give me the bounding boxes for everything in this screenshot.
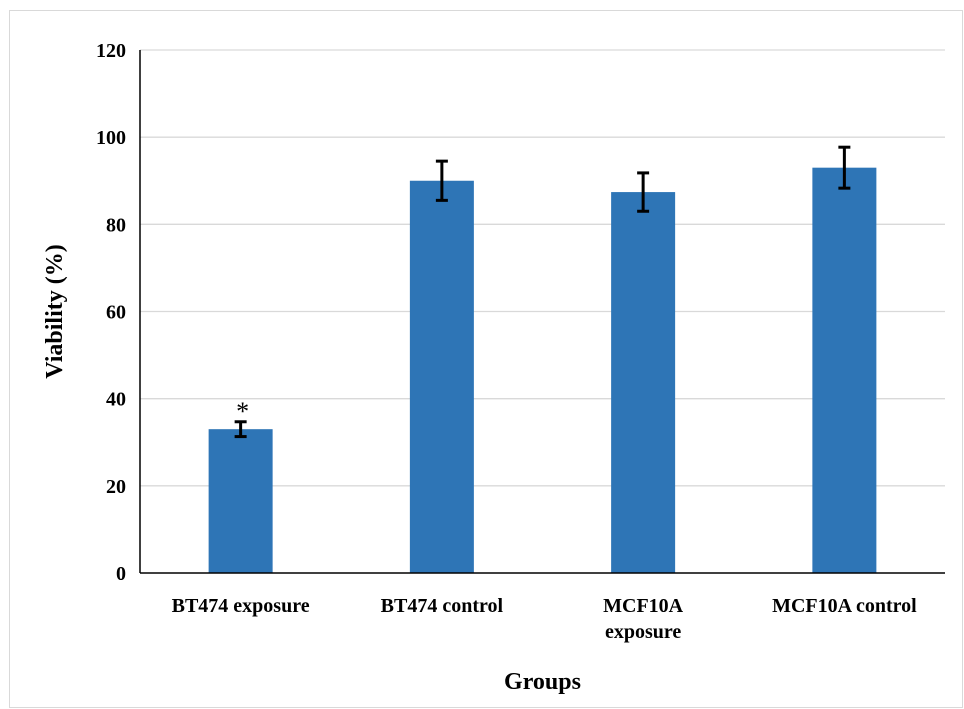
x-category-label: MCF10A control bbox=[772, 595, 917, 617]
x-category-labels: BT474 exposure BT474 control MCF10A exposur… bbox=[172, 595, 917, 643]
annotations: * bbox=[236, 397, 249, 426]
y-tick-labels: 0 20 40 60 80 100 120 bbox=[96, 40, 126, 585]
bar bbox=[409, 180, 474, 573]
y-tick-label: 40 bbox=[106, 389, 126, 411]
y-tick-label: 120 bbox=[96, 40, 126, 62]
x-category-label-line: BT474 exposure bbox=[172, 595, 310, 617]
y-tick-label: 20 bbox=[106, 476, 126, 498]
y-tick-label: 80 bbox=[106, 214, 126, 236]
axes bbox=[139, 50, 945, 574]
x-axis-title: Groups bbox=[504, 669, 581, 695]
x-category-label-line: MCF10A control bbox=[772, 595, 917, 617]
error-bar bbox=[234, 420, 247, 439]
gridlines bbox=[140, 49, 945, 487]
x-category-label-line: MCF10A bbox=[603, 595, 684, 617]
chart-frame bbox=[9, 10, 963, 708]
x-category-label-line: BT474 control bbox=[381, 595, 504, 617]
significance-marker: * bbox=[236, 397, 249, 426]
error-bar bbox=[435, 159, 448, 202]
bar bbox=[208, 429, 273, 573]
y-tick-label: 100 bbox=[96, 127, 126, 149]
bar bbox=[812, 167, 877, 574]
x-category-label: BT474 control bbox=[381, 595, 504, 617]
x-category-label: MCF10A exposure bbox=[603, 595, 684, 643]
bar bbox=[611, 192, 676, 573]
x-category-label: BT474 exposure bbox=[172, 595, 310, 617]
y-axis-title: Viability (%) bbox=[42, 244, 68, 378]
bars bbox=[208, 167, 877, 574]
error-bars bbox=[234, 145, 851, 439]
y-tick-label: 60 bbox=[106, 302, 126, 324]
y-tick-label: 0 bbox=[116, 563, 126, 585]
error-bar bbox=[838, 145, 851, 190]
error-bar bbox=[637, 171, 650, 213]
x-category-label-line: exposure bbox=[605, 621, 681, 643]
